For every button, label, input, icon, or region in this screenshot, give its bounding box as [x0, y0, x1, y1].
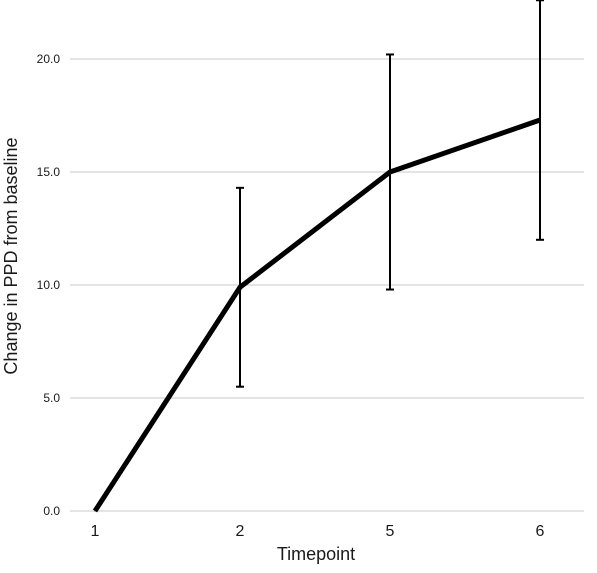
series-line [92, 117, 541, 513]
y-tick-label: 20.0 [37, 52, 61, 66]
data-point [94, 510, 96, 512]
x-tick-label: 5 [386, 523, 395, 540]
y-tick-label: 10.0 [37, 278, 61, 292]
y-tick-label: 15.0 [37, 165, 61, 179]
x-tick-label: 6 [536, 523, 545, 540]
y-tick-label: 5.0 [43, 391, 60, 405]
y-tick-label: 0.0 [43, 504, 60, 518]
series-line-path [92, 117, 541, 513]
data-point [539, 119, 541, 121]
y-axis-ticks: 0.0 5.0 10.0 15.0 20.0 [37, 52, 61, 518]
data-point [389, 171, 391, 173]
x-axis-title: Timepoint [277, 544, 355, 564]
data-point [239, 286, 241, 288]
x-axis-ticks: 1 2 5 6 [91, 523, 545, 540]
error-bars [236, 0, 544, 388]
x-tick-label: 1 [91, 523, 100, 540]
x-tick-label: 2 [236, 523, 245, 540]
y-axis-title: Change in PPD from baseline [1, 137, 21, 374]
gridlines [70, 58, 584, 512]
